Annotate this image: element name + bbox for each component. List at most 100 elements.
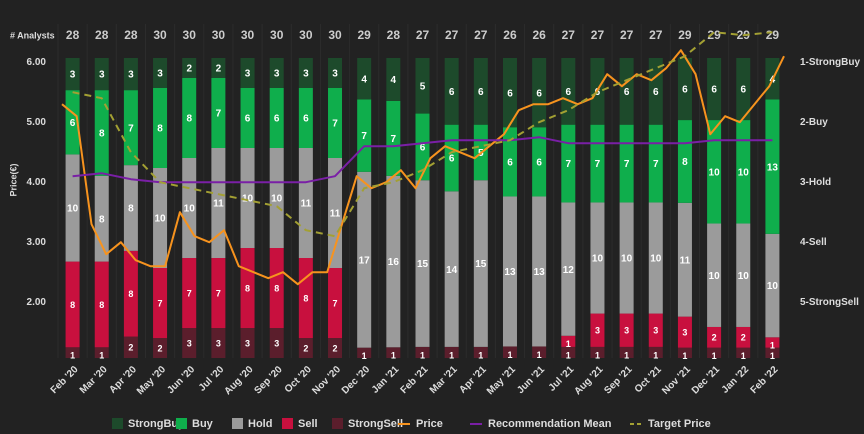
segment-label: 7 (158, 298, 163, 308)
x-tick-label: Sep '20 (252, 364, 285, 397)
bar-segment (502, 58, 517, 128)
segment-label: 7 (595, 159, 601, 170)
bar-segment (328, 158, 343, 268)
bar-segment (415, 58, 430, 114)
bar-segment (648, 346, 663, 358)
segment-label: 1 (595, 350, 600, 360)
bar-segment (561, 346, 576, 358)
segment-label: 1 (362, 351, 367, 361)
bar-segment (707, 326, 722, 348)
segment-label: 11 (301, 199, 312, 210)
bar-segment (473, 346, 488, 358)
x-tick-label: Jan '21 (370, 364, 402, 396)
bar-segment (648, 313, 663, 347)
legend-label: Target Price (648, 418, 711, 430)
bar-segment (123, 165, 138, 251)
bar-segment (269, 328, 284, 358)
segment-label: 10 (738, 271, 750, 282)
legend-swatch (282, 418, 293, 429)
segment-label: 16 (388, 257, 400, 268)
x-tick-label: Feb '22 (749, 364, 781, 396)
bar-segment (532, 196, 547, 347)
segment-label: 6 (566, 87, 572, 98)
bar-segment (386, 100, 401, 176)
x-tick-label: Aug '20 (222, 364, 255, 397)
y-tick-label: 3.00 (27, 237, 47, 248)
analyst-count: 27 (620, 28, 634, 42)
bar-segment (357, 99, 372, 172)
bar-segment (444, 346, 459, 358)
segment-label: 1 (682, 351, 687, 361)
bar-segment (211, 78, 226, 148)
segment-label: 10 (709, 271, 721, 282)
segment-label: 6 (245, 114, 251, 125)
legend-label: Buy (192, 418, 214, 430)
segment-label: 6 (507, 88, 513, 99)
segment-label: 8 (99, 214, 105, 225)
bar-segment (153, 268, 168, 338)
bar-segment (123, 58, 138, 91)
segment-label: 6 (449, 154, 455, 165)
bar-segment (502, 127, 517, 197)
bar-segment (444, 191, 459, 347)
bar-segment (619, 346, 634, 358)
x-tick-label: Dec '20 (340, 364, 373, 397)
segment-label: 6 (653, 87, 659, 98)
bar-segment (328, 58, 343, 88)
bar-segment (590, 202, 605, 314)
y2-tick-label: 4-Sell (800, 237, 827, 248)
segment-label: 10 (154, 214, 166, 225)
legend-label: StrongBuy (128, 418, 185, 430)
segment-label: 2 (186, 64, 192, 75)
bar-segment (153, 168, 168, 268)
segment-label: 7 (216, 109, 222, 120)
segment-label: 7 (187, 288, 192, 298)
x-tick-label: Mar '21 (428, 364, 460, 396)
analyst-count: 30 (212, 28, 226, 42)
legend-label: Hold (248, 418, 272, 430)
bar-segment (415, 346, 430, 358)
bar-segment (765, 233, 780, 338)
bar-segment (153, 58, 168, 88)
analyst-count: 30 (183, 28, 197, 42)
bar-segment (590, 346, 605, 358)
bar-segment (211, 258, 226, 328)
segment-label: 6 (740, 85, 746, 96)
segment-label: 1 (741, 351, 746, 361)
bar-segment (473, 58, 488, 125)
bar-segment (94, 347, 109, 358)
x-tick-label: Feb '20 (49, 364, 81, 396)
segment-label: 10 (709, 167, 721, 178)
x-tick-label: Nov '20 (310, 364, 343, 397)
analyst-count: 27 (591, 28, 605, 42)
bar-segment (677, 58, 692, 121)
bar-segment (298, 88, 313, 148)
analyst-count: 26 (503, 28, 517, 42)
bar-segment (415, 180, 430, 347)
segment-label: 3 (216, 338, 221, 348)
segment-label: 6 (303, 114, 309, 125)
segment-label: 1 (449, 350, 454, 360)
y-tick-label: 2.00 (27, 297, 47, 308)
line-series (72, 136, 773, 184)
segment-label: 4 (391, 75, 397, 86)
segment-label: 7 (566, 159, 572, 170)
bar-segment (619, 313, 634, 347)
bar-segment (532, 346, 547, 358)
segment-label: 8 (70, 300, 75, 310)
bar-segment (153, 338, 168, 358)
segment-label: 2 (303, 343, 308, 353)
bar-segment (736, 58, 751, 121)
segment-label: 3 (99, 70, 105, 81)
segment-label: 3 (653, 326, 658, 336)
segment-label: 1 (420, 350, 425, 360)
segment-label: 6 (624, 87, 630, 98)
bar-segment (269, 88, 284, 148)
bar-segment (328, 338, 343, 358)
segment-label: 3 (682, 328, 687, 338)
segment-label: 1 (624, 350, 629, 360)
segment-label: 8 (303, 293, 308, 303)
bar-segment (65, 154, 80, 262)
segment-label: 7 (361, 131, 367, 142)
segment-label: 1 (507, 350, 512, 360)
